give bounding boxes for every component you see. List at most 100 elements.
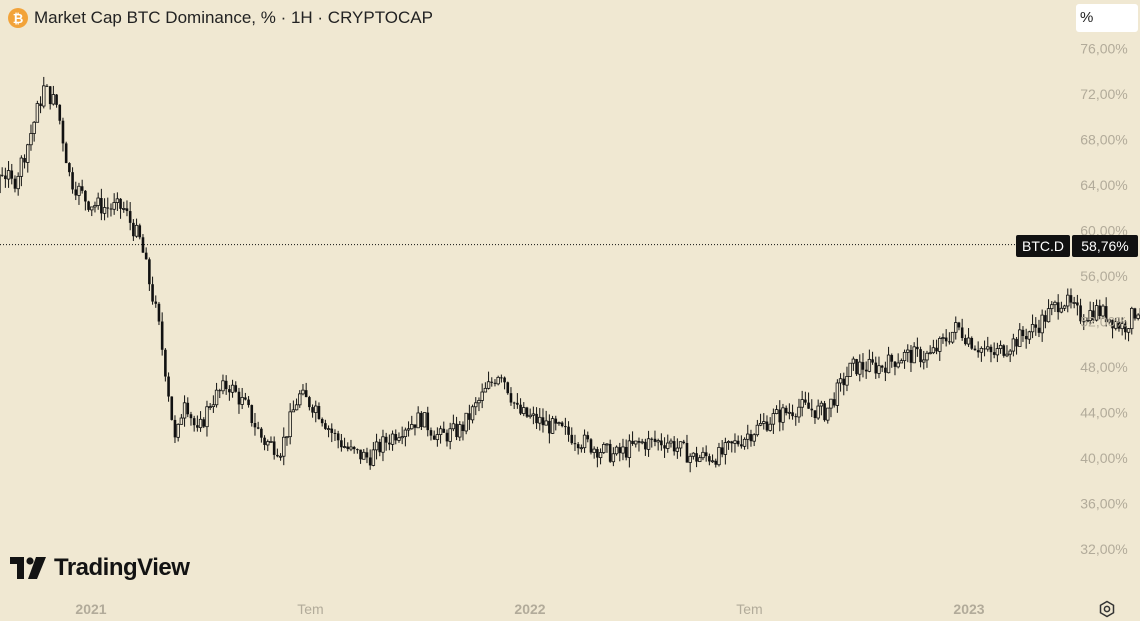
candle-body: [266, 441, 270, 446]
candle: [807, 392, 810, 409]
candle: [899, 358, 904, 364]
candle-body: [800, 399, 804, 408]
tradingview-logo[interactable]: TradingView: [10, 553, 190, 583]
candle-body: [151, 284, 154, 302]
candle: [470, 404, 475, 424]
candle: [1082, 314, 1086, 331]
candle-body: [164, 349, 167, 377]
chart-header[interactable]: ₿ Market Cap BTC Dominance, % · 1H · CRY…: [8, 6, 433, 30]
candle: [909, 345, 913, 372]
candle: [1002, 344, 1006, 358]
candle-body: [500, 377, 503, 379]
candle-body: [896, 362, 900, 368]
candle-body: [608, 443, 612, 462]
candle: [342, 437, 347, 449]
candle-body: [752, 434, 756, 442]
candle-body: [989, 346, 993, 353]
y-tick-label: 52,00%: [1080, 314, 1127, 330]
candle-body: [486, 381, 491, 389]
y-tick-label: 48,00%: [1080, 359, 1127, 375]
candle-body: [855, 359, 858, 375]
candle-body: [112, 202, 116, 210]
candle: [973, 345, 977, 351]
candle: [608, 439, 612, 463]
candle: [48, 86, 52, 110]
candle-body: [384, 436, 388, 443]
candle-body: [260, 428, 263, 438]
candle: [797, 398, 801, 423]
x-tick-label: 2021: [75, 601, 106, 617]
candle: [390, 430, 395, 451]
candle: [340, 433, 343, 452]
candle-body: [576, 444, 580, 449]
candle: [861, 353, 865, 378]
candle: [1053, 300, 1057, 313]
candle-body: [208, 406, 212, 409]
candle-body: [573, 443, 577, 445]
candle-body: [554, 418, 558, 424]
candle-body: [1066, 294, 1070, 307]
candle: [221, 374, 225, 395]
candle: [656, 438, 660, 451]
candle-body: [976, 350, 980, 353]
candle-body: [189, 414, 193, 419]
candle-body: [646, 438, 651, 450]
candle: [916, 337, 919, 357]
candle: [349, 439, 353, 452]
candle: [736, 435, 740, 447]
candle-body: [125, 208, 129, 212]
candle-body: [784, 407, 788, 414]
candle: [13, 175, 17, 193]
candle-body: [1011, 338, 1016, 352]
candle: [1092, 301, 1095, 324]
settings-icon[interactable]: [1098, 600, 1116, 618]
candle-body: [458, 424, 462, 438]
candle: [762, 413, 766, 430]
candle-series: [0, 76, 1140, 473]
candle-body: [301, 389, 305, 395]
candle-body: [931, 347, 936, 354]
candle: [675, 438, 680, 459]
candle-body: [742, 438, 747, 447]
candle-body: [173, 419, 177, 438]
candle-body: [400, 436, 404, 439]
candle-body: [214, 389, 219, 406]
candle: [1021, 326, 1025, 342]
candle: [970, 336, 974, 350]
candle: [992, 342, 996, 359]
candle-body: [285, 436, 289, 439]
candle: [816, 399, 820, 420]
candle: [746, 424, 750, 450]
scale-mode-button[interactable]: %: [1076, 4, 1138, 32]
candle-body: [675, 447, 680, 452]
candle-body: [717, 447, 721, 466]
candle-body: [390, 433, 395, 445]
candle: [804, 391, 807, 405]
candle-body: [1133, 308, 1137, 319]
candle: [1133, 307, 1137, 321]
candle-body: [819, 402, 824, 407]
candle: [666, 434, 670, 453]
candle: [701, 447, 705, 461]
candle: [931, 339, 936, 355]
candle: [525, 406, 529, 418]
candle: [765, 415, 769, 432]
candle-body: [451, 423, 456, 430]
candle: [90, 206, 94, 217]
candle: [356, 448, 359, 454]
candle: [294, 398, 299, 411]
candle-body: [919, 349, 922, 363]
candle: [58, 104, 62, 125]
candle-body: [42, 85, 46, 107]
candle: [688, 453, 692, 473]
candle: [282, 427, 286, 466]
candle: [800, 390, 804, 417]
candle-body: [813, 410, 817, 419]
candle-body: [877, 365, 881, 374]
candle: [253, 412, 257, 436]
candle: [855, 358, 858, 376]
candle-body: [182, 402, 187, 419]
candle-body: [640, 441, 644, 444]
candle: [531, 406, 536, 425]
